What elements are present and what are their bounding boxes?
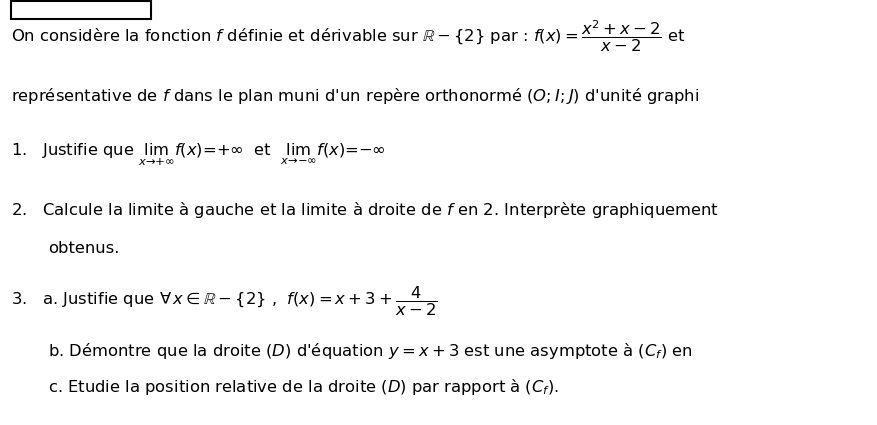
Text: 1.   Justifie que $\lim_{x\to+\infty} f(x)=+\infty$  et  $\lim_{x\to-\infty} f(x: 1. Justifie que $\lim_{x\to+\infty} f(x)… bbox=[11, 142, 385, 168]
Text: 3.   a. Justifie que $\forall\, x\in\mathbb{R}-\{2\}$ ,  $f(x)=x+3+\dfrac{4}{x-2: 3. a. Justifie que $\forall\, x\in\mathb… bbox=[11, 285, 437, 318]
Text: 4.   a. Justifie que $\forall\, x\in\mathbb{R}-\{2\}$ ,  $f'(x)=\dfrac{x(x-4)}{(: 4. a. Justifie que $\forall\, x\in\mathb… bbox=[11, 424, 403, 425]
Text: obtenus.: obtenus. bbox=[48, 241, 119, 256]
Bar bbox=[11, 1, 151, 19]
Text: 2.   Calcule la limite à gauche et la limite à droite de $f$ en 2. Interprète gr: 2. Calcule la limite à gauche et la limi… bbox=[11, 200, 717, 221]
Text: c. Etudie la position relative de la droite $(D)$ par rapport à $\left(C_f\right: c. Etudie la position relative de la dro… bbox=[48, 377, 559, 397]
Text: b. Démontre que la droite $(D)$ d'équation $y=x+3$ est une asymptote à $\left(C_: b. Démontre que la droite $(D)$ d'équati… bbox=[48, 340, 692, 361]
Text: représentative de $f$ dans le plan muni d'un repère orthonormé $(O;I;J)$ d'unité: représentative de $f$ dans le plan muni … bbox=[11, 85, 698, 106]
Text: On considère la fonction $f$ définie et dérivable sur $\mathbb{R}-\{2\}$ par : $: On considère la fonction $f$ définie et … bbox=[11, 18, 684, 54]
